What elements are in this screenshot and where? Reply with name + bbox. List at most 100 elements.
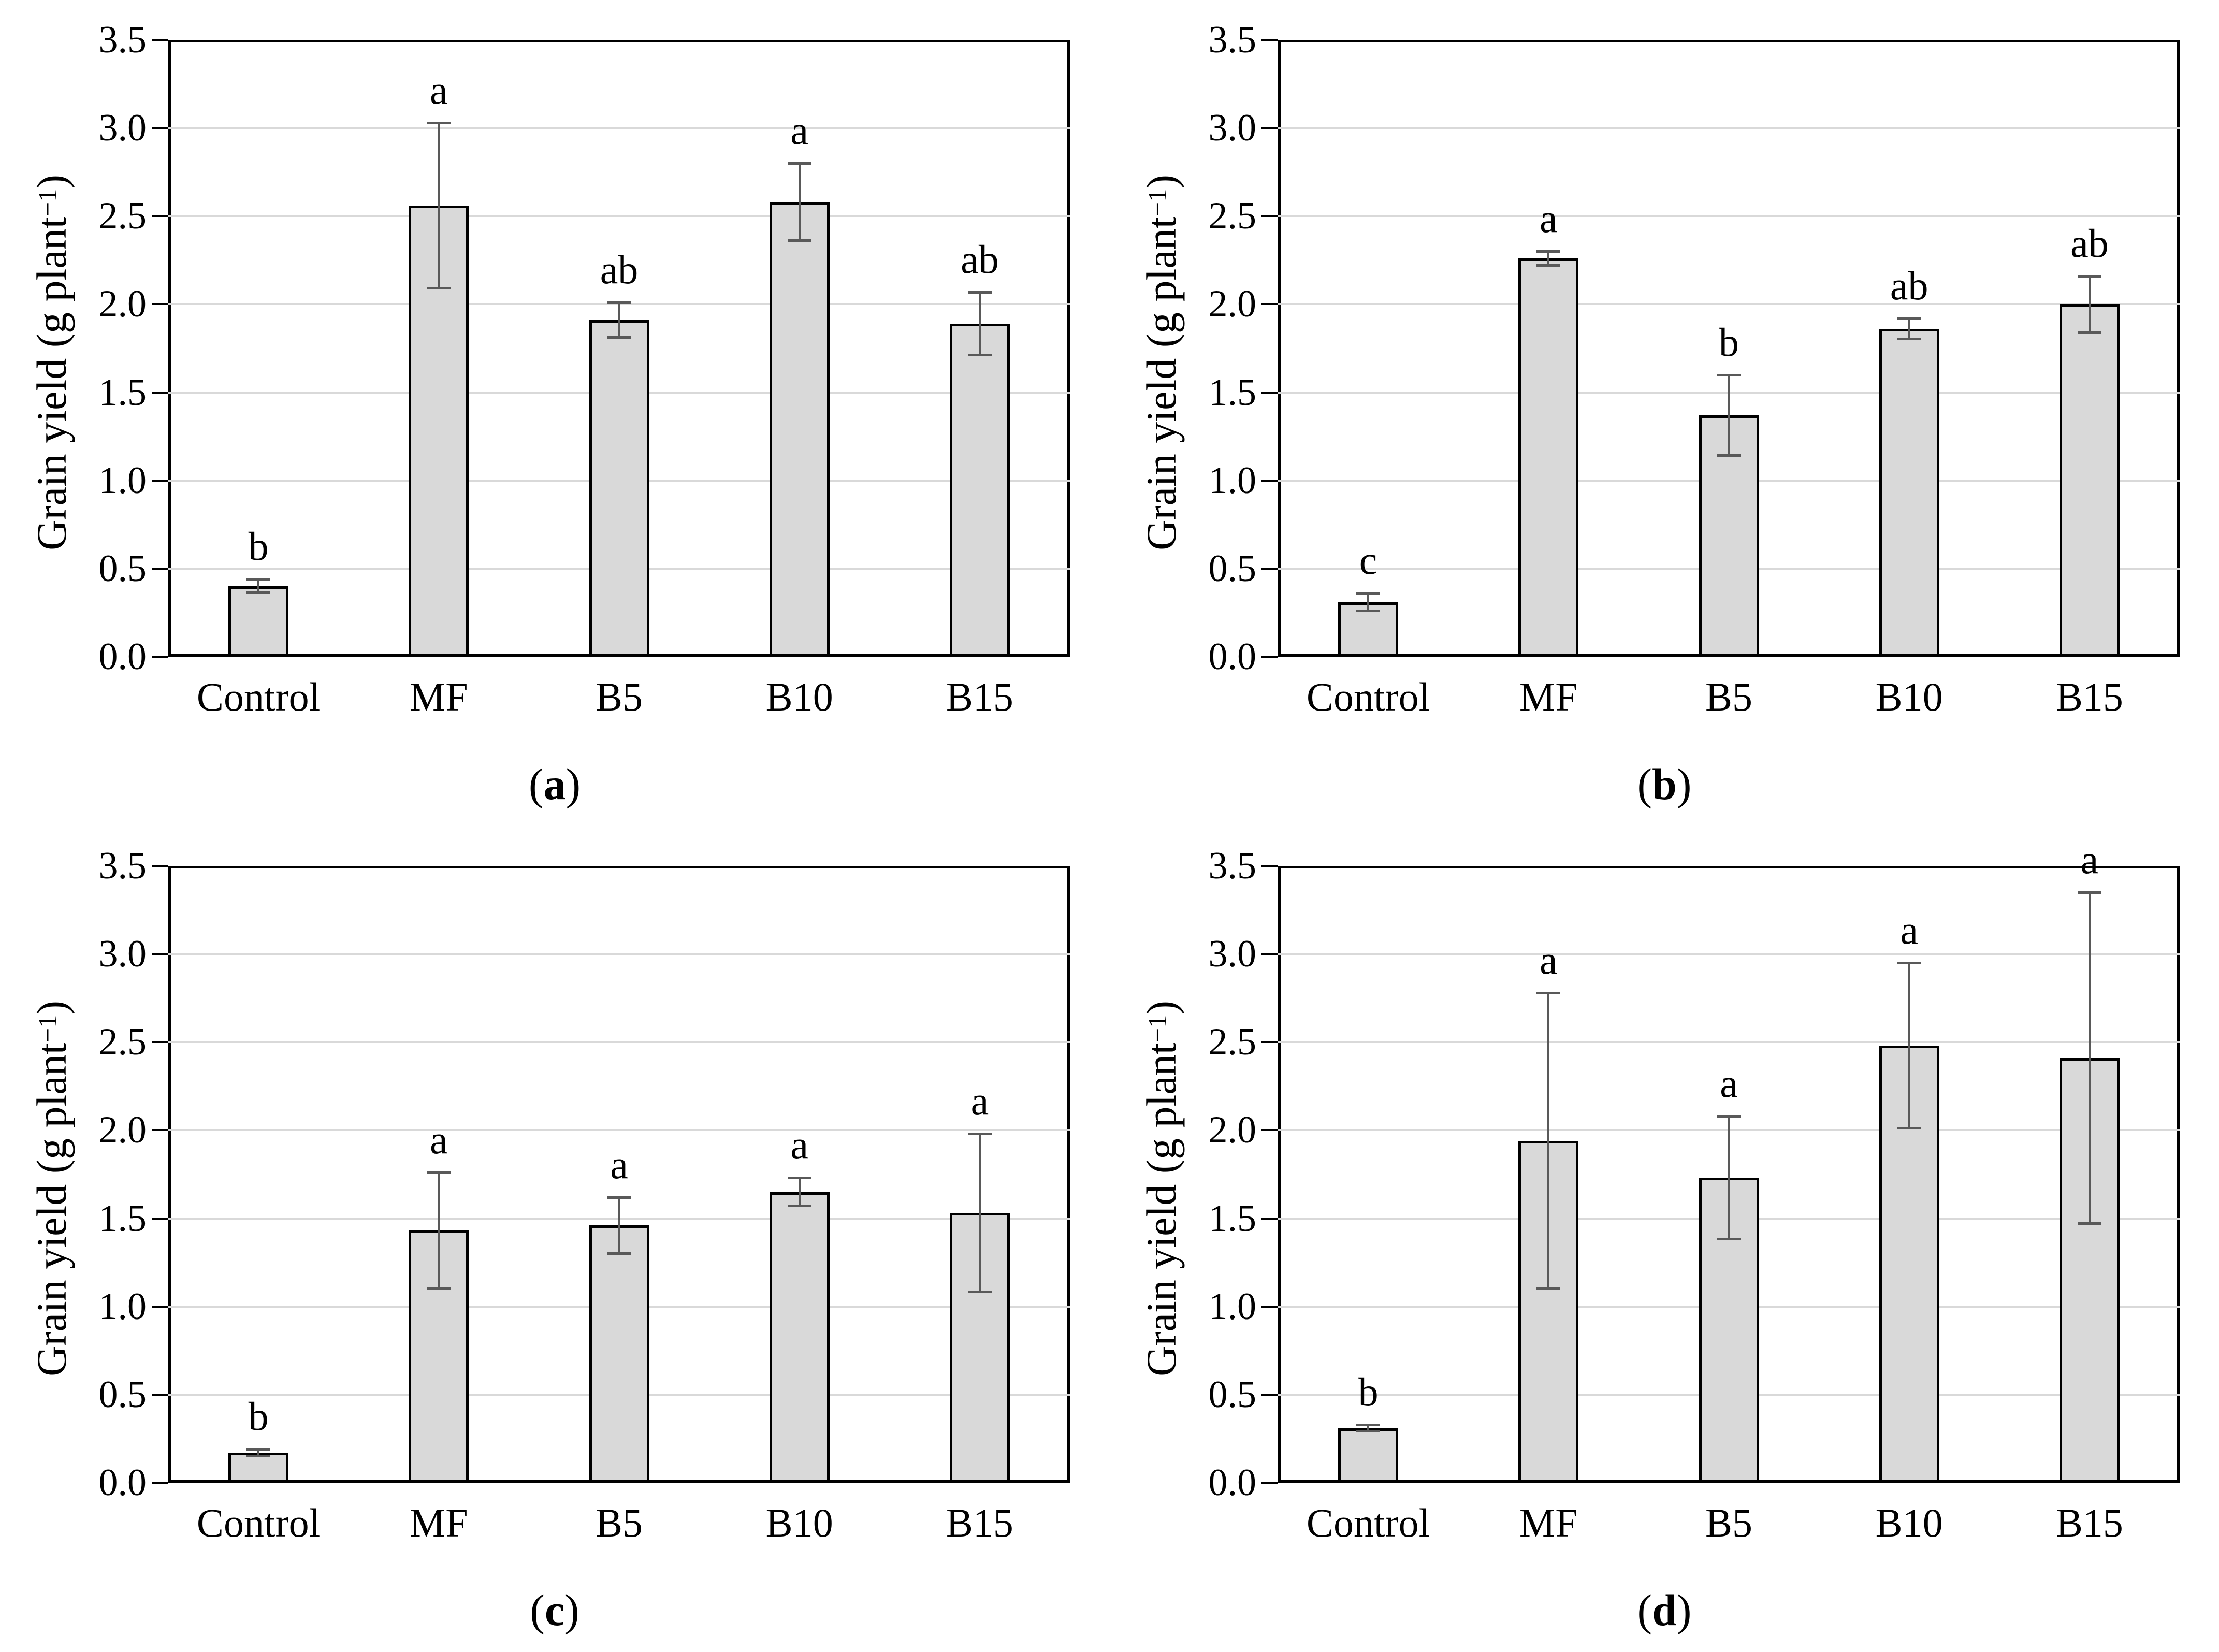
y-tick-label: 2.0	[98, 283, 147, 326]
x-category-label: Control	[1306, 1500, 1430, 1545]
error-bar-cap-bottom	[1717, 454, 1741, 457]
y-tick-label: 1.0	[98, 1285, 147, 1328]
error-bar-cap-top	[1356, 1423, 1381, 1426]
caption-letter: b	[1652, 759, 1677, 809]
x-category-label: B5	[1705, 1500, 1753, 1545]
error-bar-cap-bottom	[2077, 1222, 2101, 1225]
y-tick-label: 3.0	[1208, 107, 1257, 150]
error-bar	[1367, 1424, 1370, 1432]
error-bar-cap-top	[787, 1177, 811, 1180]
x-category-label: MF	[409, 674, 468, 719]
y-tick-label: 0.0	[98, 1461, 147, 1504]
error-bar-cap-top	[1356, 592, 1381, 595]
error-bar	[1728, 374, 1730, 456]
y-tick-label: 2.0	[1208, 1109, 1257, 1152]
y-tick-label: 3.5	[98, 19, 147, 61]
error-bar	[1367, 593, 1370, 611]
y-tick-label: 2.5	[98, 1021, 147, 1064]
x-category-label: B15	[946, 1500, 1013, 1545]
y-axis-tick	[152, 127, 168, 129]
error-bar-cap-top	[427, 121, 451, 124]
gridline	[168, 953, 1070, 955]
sig-letter: ab	[2070, 220, 2109, 266]
caption-letter: d	[1652, 1585, 1677, 1635]
error-bar-cap-bottom	[1356, 609, 1381, 612]
gridline	[1278, 127, 2180, 129]
error-bar	[1908, 963, 1910, 1129]
x-category-label: B10	[1875, 1500, 1943, 1545]
sig-letter: a	[610, 1141, 628, 1187]
y-axis-tick	[152, 1129, 168, 1132]
y-tick-label: 1.0	[1208, 1285, 1257, 1328]
y-tick-label: 3.0	[1208, 933, 1257, 976]
error-bar	[798, 1178, 801, 1206]
sig-letter: ab	[1890, 263, 1928, 308]
y-axis-tick	[1261, 953, 1278, 955]
sig-letter: a	[1539, 937, 1558, 982]
error-bar-cap-top	[1536, 250, 1561, 253]
y-axis-tick	[152, 1305, 168, 1308]
y-tick-label: 0.5	[98, 547, 147, 590]
sig-letter: a	[790, 108, 808, 153]
y-axis-tick	[152, 656, 168, 658]
y-axis-tick	[1261, 1217, 1278, 1220]
error-bar-cap-top	[607, 1196, 631, 1199]
x-category-label: B5	[1705, 674, 1753, 719]
error-bar-cap-bottom	[1536, 1287, 1561, 1290]
y-tick-label: 1.5	[1208, 371, 1257, 414]
sig-letter: a	[790, 1122, 808, 1168]
error-bar-cap-top	[1897, 317, 1921, 320]
panel-d: Grain yield (g plant−1) (d) 0.0 0.5 1.0 1.5…	[1110, 826, 2219, 1652]
y-tick-label: 1.0	[1208, 459, 1257, 502]
y-axis-tick	[1261, 1482, 1278, 1484]
bar	[949, 323, 1010, 657]
panel-caption: (c)	[530, 1585, 579, 1635]
error-bar	[1728, 1116, 1730, 1240]
error-bar-cap-top	[2077, 891, 2101, 894]
error-bar-cap-bottom	[427, 286, 451, 289]
y-axis-tick	[152, 865, 168, 867]
error-bar	[1547, 251, 1550, 266]
error-bar-cap-bottom	[1897, 338, 1921, 341]
sig-letter: b	[248, 524, 269, 569]
panel-c: Grain yield (g plant−1) (c) 0.0 0.5 1.0 1.5…	[0, 826, 1109, 1652]
panel-caption: (b)	[1637, 759, 1692, 809]
y-axis-tick	[1261, 391, 1278, 394]
bar	[228, 586, 289, 657]
error-bar-cap-top	[967, 1133, 992, 1136]
y-axis-tick	[1261, 127, 1278, 129]
x-category-label: B10	[1875, 674, 1943, 719]
sig-letter: ab	[961, 236, 999, 282]
y-axis-tick	[1261, 215, 1278, 218]
error-bar-cap-bottom	[1717, 1238, 1741, 1241]
y-tick-label: 3.0	[98, 933, 147, 976]
error-bar	[438, 122, 440, 288]
error-bar-cap-bottom	[787, 239, 811, 242]
x-category-label: B5	[595, 674, 643, 719]
bar	[589, 320, 649, 657]
error-bar-cap-bottom	[967, 354, 992, 357]
error-bar-cap-bottom	[967, 1291, 992, 1294]
x-category-label: B10	[765, 674, 833, 719]
caption-letter: a	[543, 759, 566, 809]
gridline	[168, 215, 1070, 218]
bar	[769, 202, 830, 657]
bar	[1879, 329, 1939, 657]
panel-a: Grain yield (g plant−1) (a) 0.0 0.5 1.0 1.5…	[0, 0, 1109, 826]
sig-letter: a	[1539, 196, 1558, 241]
error-bar-cap-bottom	[246, 1454, 271, 1457]
error-bar-cap-top	[967, 291, 992, 294]
error-bar	[257, 1449, 260, 1456]
y-axis-tick	[1261, 1129, 1278, 1132]
x-category-label: B15	[2055, 674, 2123, 719]
sig-letter: a	[429, 1117, 448, 1163]
error-bar	[2088, 892, 2091, 1224]
error-bar-cap-top	[246, 578, 271, 581]
error-bar-cap-bottom	[1897, 1127, 1921, 1130]
y-axis-tick	[1261, 479, 1278, 482]
y-tick-label: 3.5	[1208, 845, 1257, 887]
y-axis-tick	[152, 39, 168, 41]
error-bar-cap-top	[607, 301, 631, 305]
gridline	[168, 1041, 1070, 1044]
y-axis-tick	[152, 953, 168, 955]
